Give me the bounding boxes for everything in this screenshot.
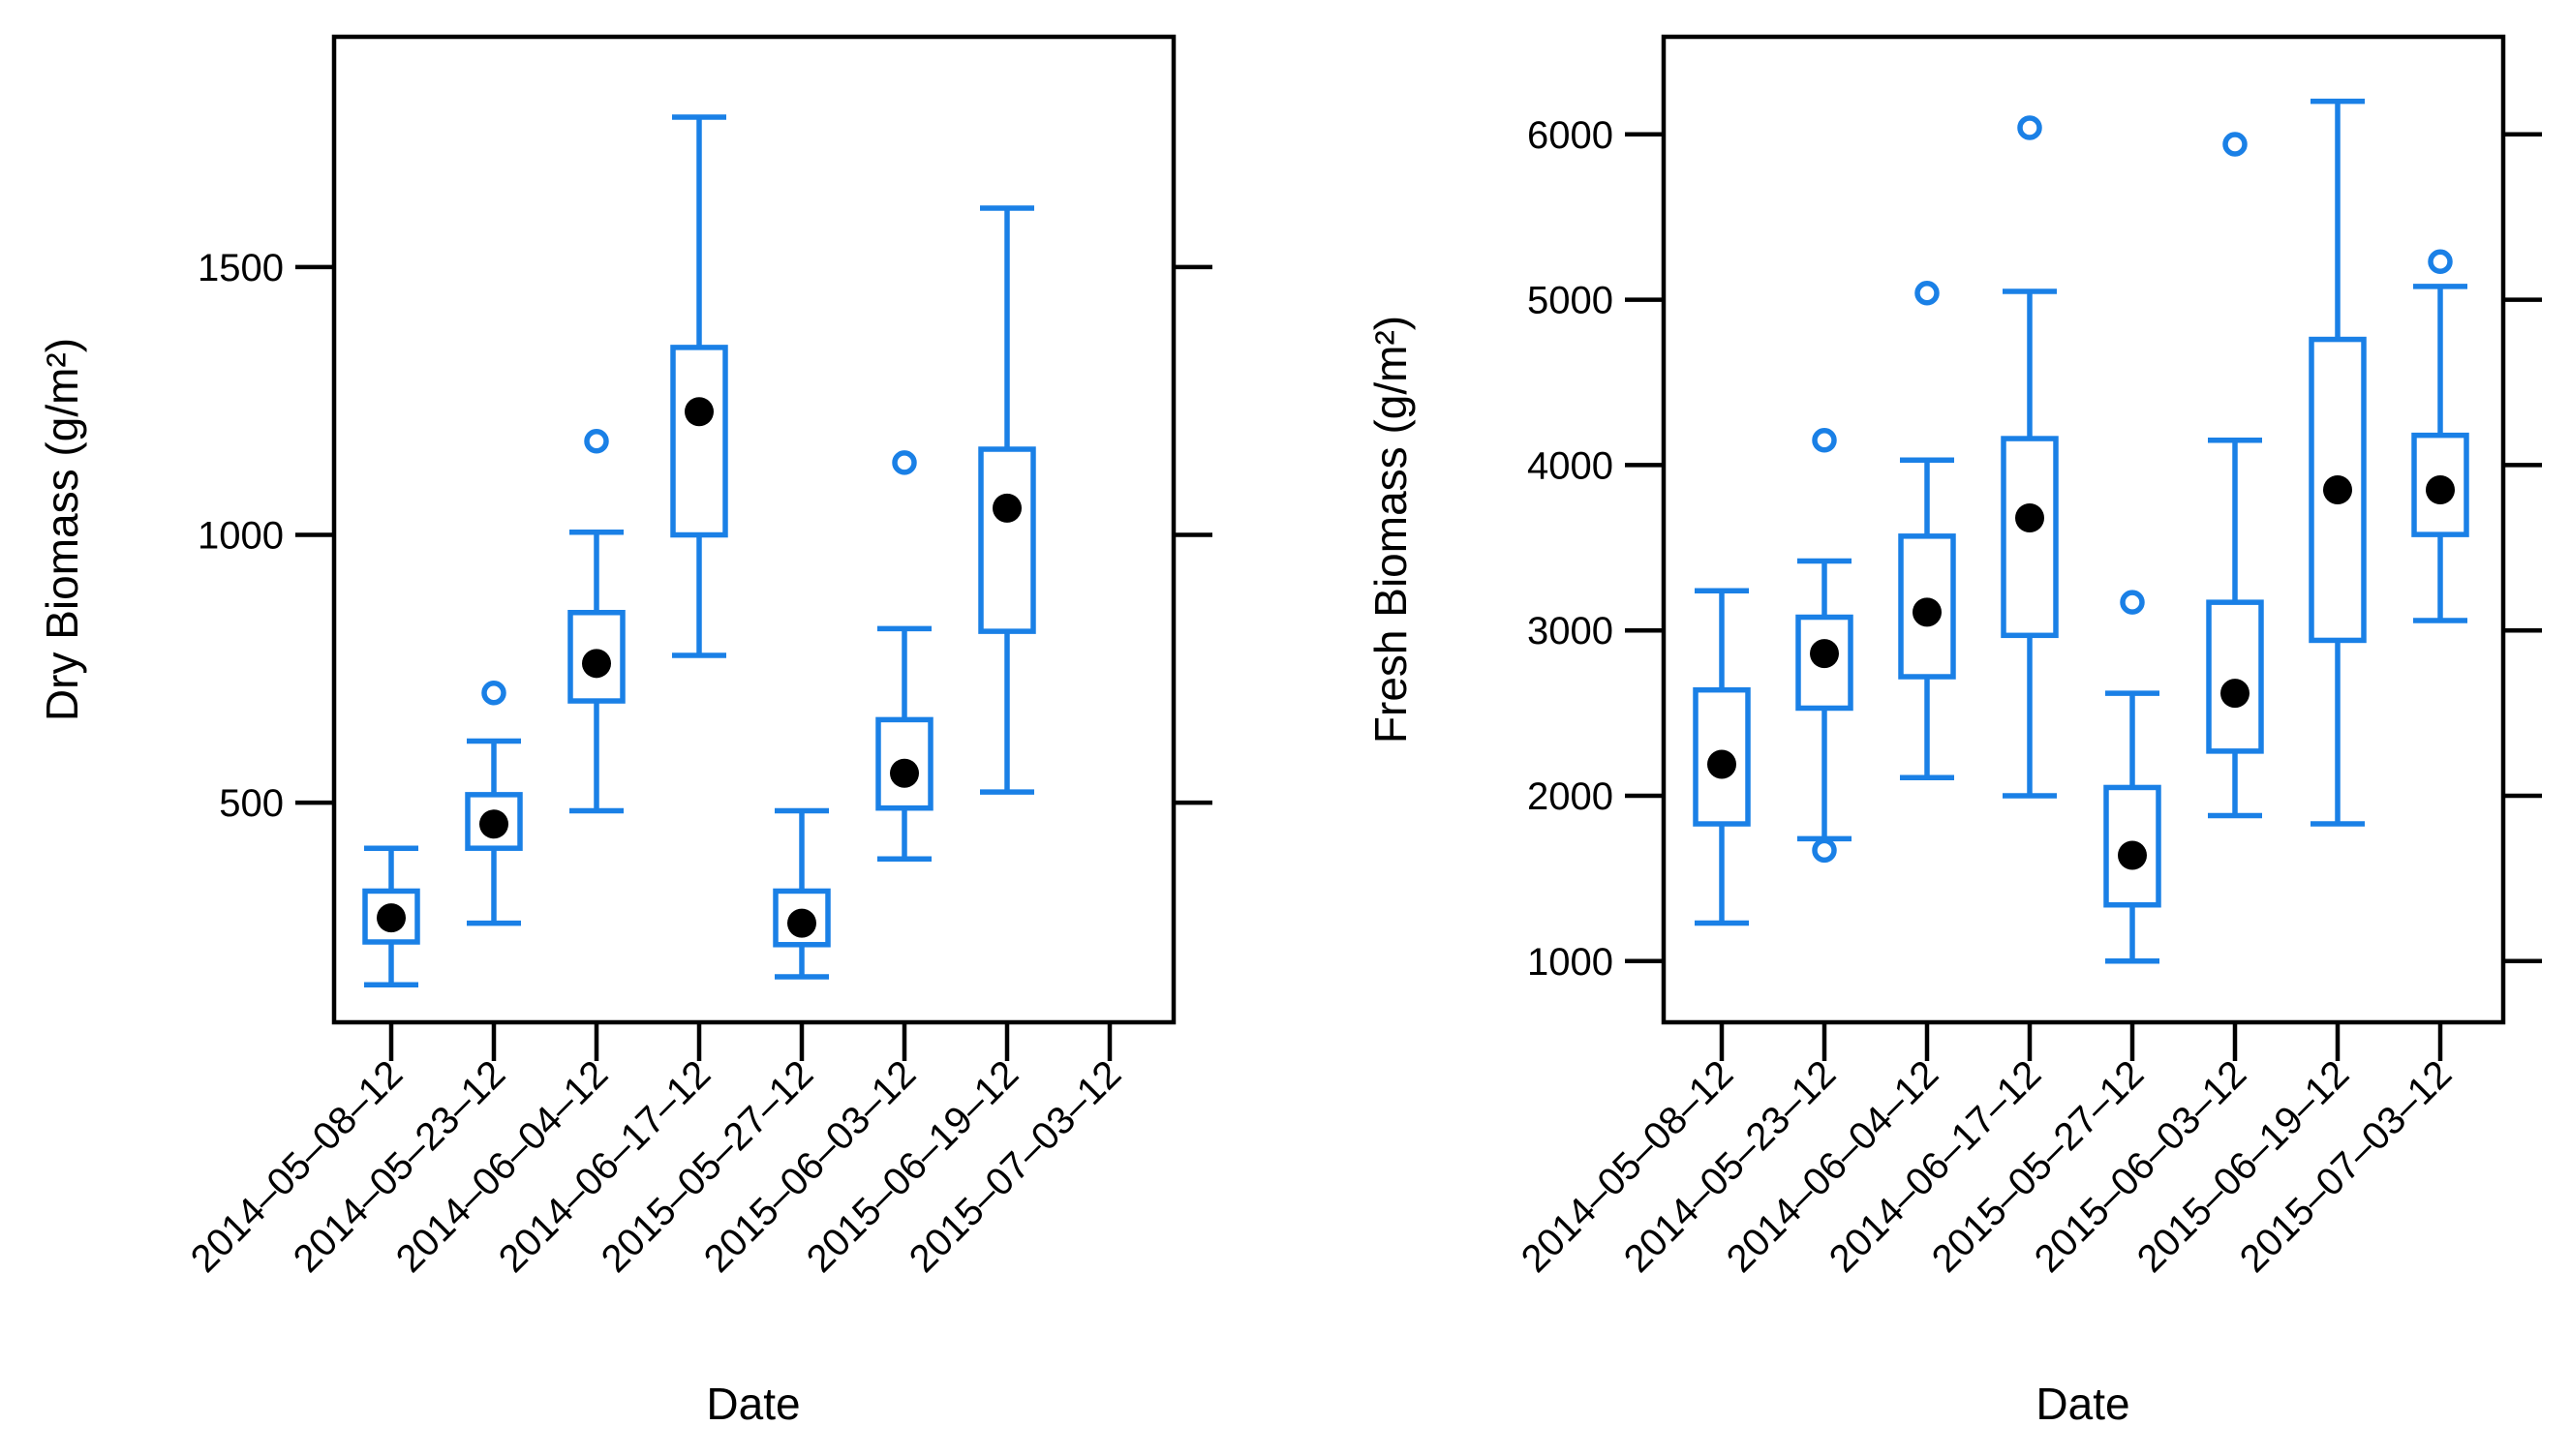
box-1 <box>362 845 420 988</box>
dry-biomass-panel: 500 1000 1500 2014–05–08–122014–05–23–1220… <box>37 34 1212 1429</box>
fresh-biomass-panel: 1000 2000 3000 4000 5000 6000 2014–05–08–1220… <box>1365 34 2542 1429</box>
box-3 <box>567 428 626 814</box>
iqr-box <box>567 610 626 704</box>
y-ticks-right <box>2503 132 2542 964</box>
median-dot <box>993 493 1022 523</box>
y-tick-label: 5000 <box>1527 280 1613 322</box>
box-7 <box>978 205 1036 795</box>
box-4 <box>670 114 728 658</box>
box-2 <box>465 680 523 926</box>
y-axis-title: Fresh Biomass (g/m²) <box>1365 316 1416 743</box>
median-dot <box>787 908 816 938</box>
y-ticks-right <box>1174 264 1212 805</box>
box-2 <box>1795 428 1853 864</box>
box-6 <box>2206 132 2264 819</box>
outlier-point <box>1914 280 1940 306</box>
box-1 <box>1693 588 1751 926</box>
outlier-point <box>481 680 506 706</box>
y-tick-label: 1000 <box>198 515 284 558</box>
box-series <box>1693 98 2469 964</box>
iqr-box <box>2001 436 2059 639</box>
iqr-box <box>2103 784 2161 908</box>
outlier-point <box>1812 837 1837 864</box>
iqr-box <box>670 345 728 538</box>
median-dot <box>479 809 508 839</box>
iqr-box <box>773 888 831 948</box>
outlier-point <box>2120 590 2145 615</box>
y-tick-label: 2000 <box>1527 775 1613 818</box>
median-dot <box>1913 597 1942 627</box>
median-dot <box>2323 475 2352 505</box>
y-ticks-left <box>1625 132 1664 964</box>
y-tick-label: 500 <box>219 782 284 825</box>
iqr-box <box>2206 599 2264 754</box>
x-tick-labels: 2014–05–08–122014–05–23–122014–06–04–122… <box>1514 1052 2461 1281</box>
iqr-box <box>1795 614 1853 712</box>
iqr-box <box>362 888 420 945</box>
median-dot <box>1707 749 1736 779</box>
median-dot <box>2220 679 2250 709</box>
box-7 <box>2309 98 2367 827</box>
y-tick-label: 1500 <box>198 247 284 289</box>
outlier-point <box>584 428 609 454</box>
y-axis-title: Dry Biomass (g/m²) <box>37 338 87 721</box>
y-tick-label: 1000 <box>1527 941 1613 984</box>
median-dot <box>2426 475 2455 505</box>
median-dot <box>1810 639 1839 669</box>
median-dot <box>377 903 406 933</box>
y-ticks-left <box>295 264 334 805</box>
box-8 <box>2411 249 2469 623</box>
median-dot <box>2015 503 2044 533</box>
x-tick-labels: 2014–05–08–122014–05–23–122014–06–04–122… <box>183 1052 1130 1281</box>
plot-frame <box>331 34 1177 1025</box>
y-tick-label: 3000 <box>1527 610 1613 652</box>
x-ticks <box>388 1022 1113 1061</box>
median-dot <box>890 758 919 788</box>
y-tick-label: 4000 <box>1527 444 1613 487</box>
iqr-box <box>2411 432 2469 537</box>
x-ticks <box>1719 1022 2443 1061</box>
box-series <box>362 114 1036 988</box>
box-5 <box>773 807 831 980</box>
median-dot <box>582 649 611 679</box>
iqr-box <box>1898 533 1956 680</box>
outlier-point <box>2222 132 2248 157</box>
iqr-box <box>2309 336 2367 644</box>
y-tick-labels: 500 1000 1500 <box>198 247 284 825</box>
box-6 <box>875 450 934 863</box>
box-4 <box>2001 115 2059 799</box>
median-dot <box>2118 840 2147 870</box>
x-axis-title: Date <box>706 1379 800 1429</box>
box-3 <box>1898 280 1956 780</box>
y-tick-label: 6000 <box>1527 114 1613 157</box>
outlier-point <box>2017 115 2042 140</box>
iqr-box <box>978 446 1036 634</box>
outlier-point <box>1812 428 1837 453</box>
iqr-box <box>465 792 523 851</box>
y-tick-labels: 1000 2000 3000 4000 5000 6000 <box>1527 114 1613 984</box>
outlier-point <box>2428 249 2453 275</box>
box-5 <box>2103 590 2161 964</box>
x-axis-title: Date <box>2035 1379 2129 1429</box>
median-dot <box>685 397 714 427</box>
iqr-box <box>1693 686 1751 827</box>
plot-frame <box>1661 34 2506 1025</box>
iqr-box <box>875 716 934 811</box>
outlier-point <box>892 450 917 475</box>
